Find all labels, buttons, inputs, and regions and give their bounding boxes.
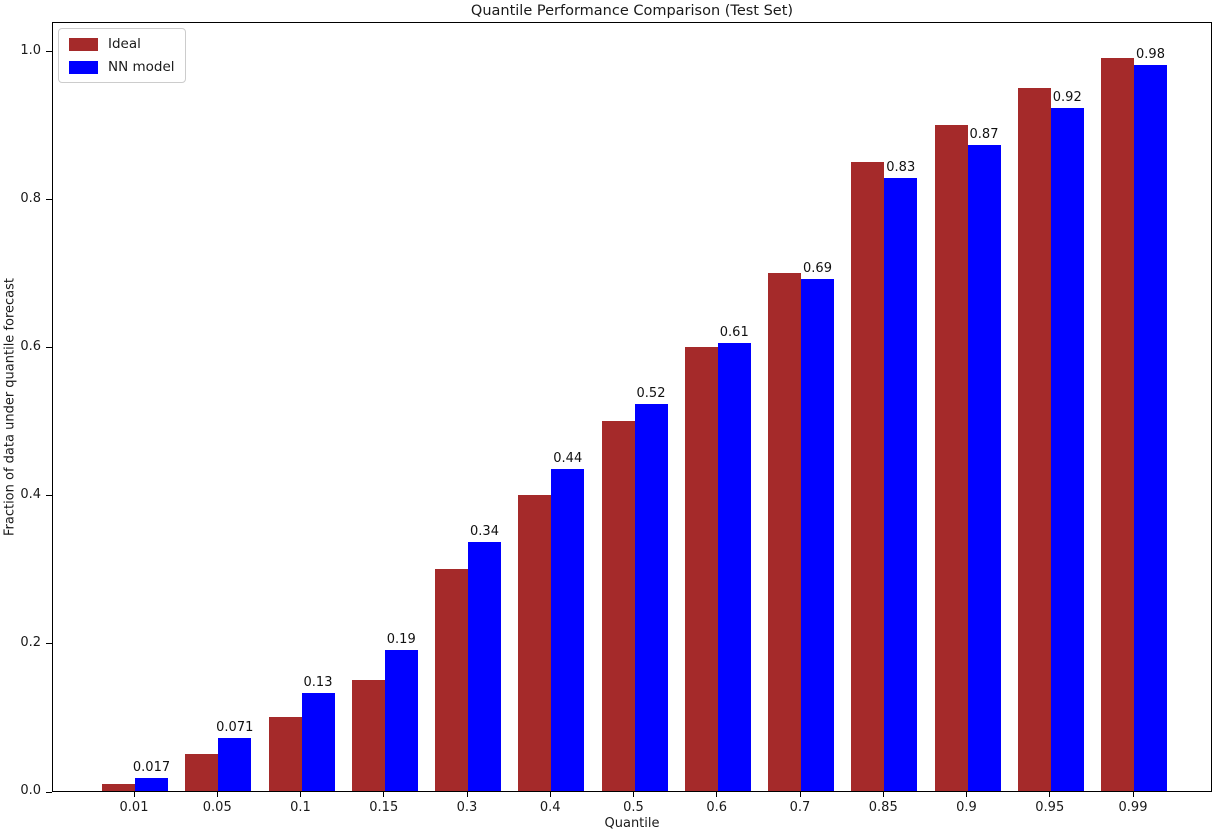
- bar-value-label: 0.83: [886, 159, 916, 175]
- x-tick-mark: [966, 792, 967, 797]
- bar-value-label: 0.071: [216, 720, 254, 736]
- plot-area: Ideal NN model 0.017 0.071 0.13 0.19 0.34 0.44…: [52, 22, 1212, 792]
- bar-ideal: [351, 679, 385, 791]
- x-tick-mark: [882, 792, 884, 797]
- bar-value-label: 0.13: [303, 674, 333, 690]
- x-tick-label: 0.95: [1035, 800, 1065, 815]
- bar-nn-model: [967, 144, 1001, 791]
- bar-value-label: 0.52: [636, 385, 666, 401]
- y-tick-mark: [46, 495, 52, 497]
- x-tick-label: 0.6: [706, 800, 728, 815]
- x-tick-mark: [633, 792, 634, 797]
- bar-ideal: [185, 753, 219, 791]
- bar-nn-model: [717, 343, 751, 791]
- bar-value-label: 0.44: [553, 450, 583, 466]
- bar-value-label: 0.69: [803, 261, 832, 277]
- bar-nn-model: [468, 541, 501, 791]
- bar-ideal: [934, 124, 968, 791]
- bar-ideal: [851, 161, 885, 791]
- bar-ideal: [518, 494, 552, 791]
- x-tick-label: 0.85: [868, 800, 898, 815]
- bar-ideal: [601, 420, 635, 791]
- x-tick-mark: [133, 792, 135, 797]
- legend-label-nn-model: NN model: [108, 59, 175, 75]
- x-tick-mark: [716, 792, 718, 797]
- bar-value-label: 0.017: [132, 760, 171, 776]
- bar-nn-model: [218, 738, 252, 791]
- bar-value-label: 0.87: [969, 126, 999, 142]
- x-tick-mark: [549, 792, 551, 797]
- x-tick-label: 0.99: [1118, 800, 1148, 815]
- x-tick-label: 0.15: [369, 800, 399, 815]
- bar-nn-model: [1050, 108, 1084, 791]
- y-tick-mark: [46, 199, 52, 201]
- bar-nn-model: [801, 279, 834, 791]
- y-tick-mark: [46, 51, 52, 53]
- x-tick-label: 0.9: [956, 800, 977, 815]
- bar-value-label: 0.61: [719, 325, 749, 341]
- x-tick-mark: [799, 792, 801, 797]
- x-tick-label: 0.4: [539, 800, 561, 815]
- bar-ideal: [768, 272, 801, 791]
- bar-nn-model: [551, 468, 585, 791]
- legend-item-nn-model: NN model: [69, 59, 175, 75]
- x-tick-mark: [1132, 792, 1134, 797]
- x-tick-mark: [1049, 792, 1051, 797]
- bar-nn-model: [135, 778, 168, 791]
- y-tick-label: 0.2: [20, 634, 41, 650]
- y-tick-mark: [46, 347, 52, 349]
- bar-ideal: [1101, 58, 1134, 791]
- y-tick-label: 0.8: [20, 190, 41, 206]
- legend-label-ideal: Ideal: [108, 36, 141, 52]
- bar-nn-model: [884, 177, 918, 791]
- x-tick-label: 0.05: [202, 800, 232, 815]
- bar-value-label: 0.34: [470, 523, 499, 539]
- y-tick-mark: [46, 643, 52, 645]
- y-tick-label: 0.4: [20, 486, 41, 502]
- x-tick-mark: [383, 792, 385, 797]
- y-tick-label: 0.0: [20, 783, 41, 798]
- chart-title: Quantile Performance Comparison (Test Se…: [470, 3, 794, 19]
- bar-nn-model: [634, 403, 668, 791]
- x-tick-mark: [466, 792, 468, 797]
- x-tick-label: 0.5: [623, 800, 644, 815]
- bar-value-label: 0.98: [1136, 47, 1165, 63]
- legend-swatch-ideal: [69, 37, 98, 51]
- x-tick-label: 0.7: [789, 800, 811, 815]
- bar-value-label: 0.19: [386, 632, 416, 648]
- y-tick-label: 1.0: [20, 42, 41, 58]
- y-tick-label: 0.6: [20, 338, 41, 354]
- bar-ideal: [435, 568, 468, 791]
- y-tick-mark: [46, 791, 52, 793]
- legend-swatch-nn-model: [69, 60, 98, 74]
- legend: Ideal NN model: [58, 28, 186, 83]
- bar-nn-model: [301, 692, 335, 791]
- bar-ideal: [684, 346, 718, 791]
- x-tick-label: 0.01: [119, 800, 149, 815]
- x-tick-mark: [300, 792, 301, 797]
- x-axis-label: Quantile: [604, 816, 660, 831]
- bar-nn-model: [1134, 65, 1167, 791]
- x-tick-mark: [216, 792, 218, 797]
- x-tick-label: 0.3: [456, 800, 478, 815]
- bar-ideal: [268, 716, 302, 791]
- bar-value-label: 0.92: [1052, 90, 1082, 106]
- bar-ideal: [102, 783, 135, 791]
- x-tick-label: 0.1: [290, 800, 311, 815]
- bar-nn-model: [384, 650, 418, 791]
- bar-ideal: [1017, 87, 1051, 791]
- legend-item-ideal: Ideal: [69, 36, 175, 52]
